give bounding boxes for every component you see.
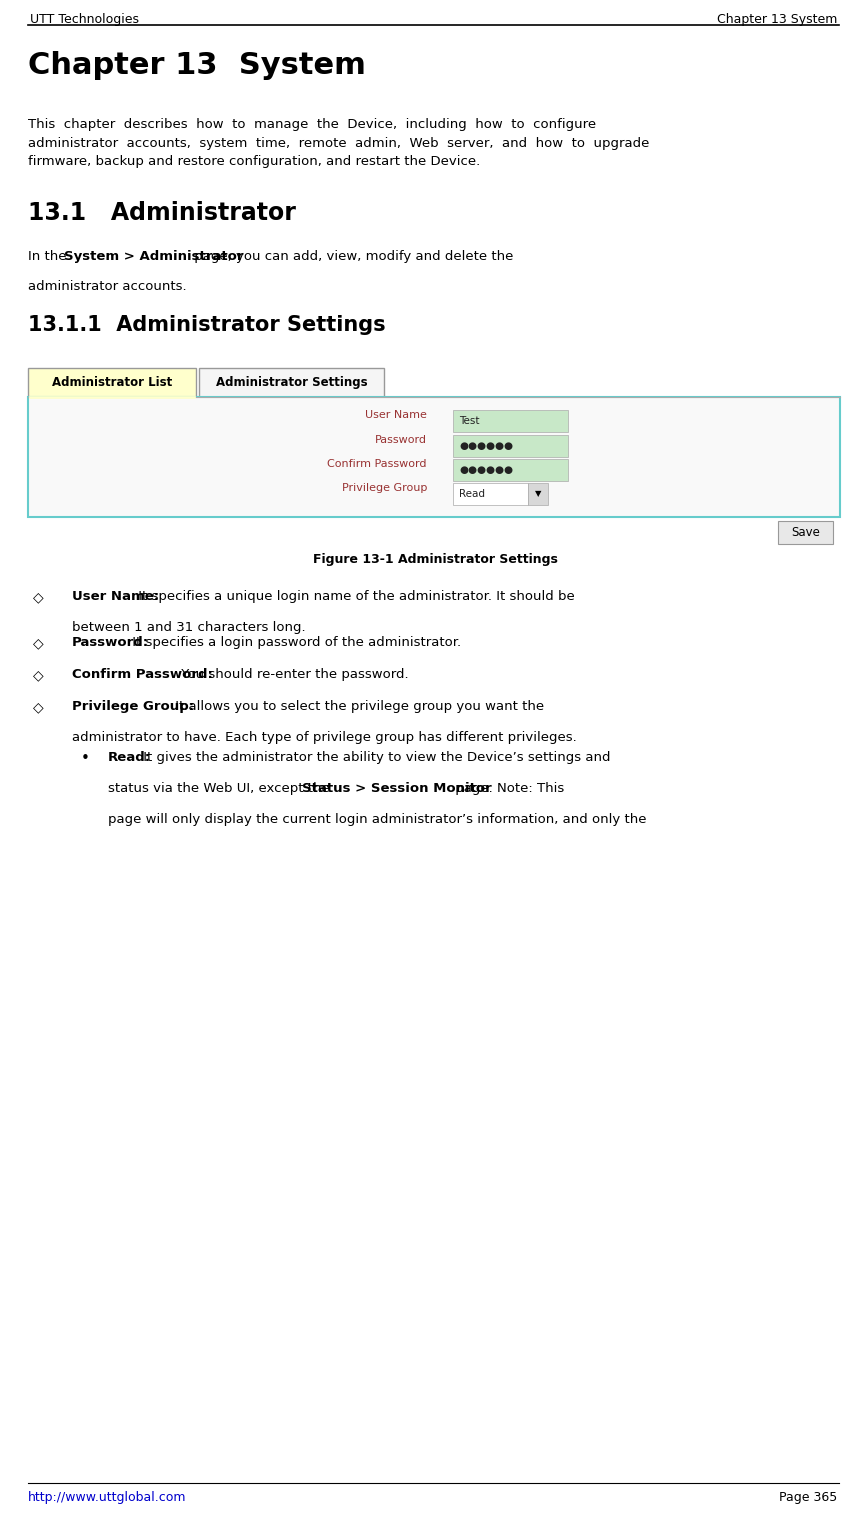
Text: page. Note: This: page. Note: This xyxy=(451,781,564,795)
Text: Privilege Group: Privilege Group xyxy=(342,483,427,493)
FancyBboxPatch shape xyxy=(778,521,833,544)
Text: ◇: ◇ xyxy=(33,669,43,682)
Text: It allows you to select the privilege group you want the: It allows you to select the privilege gr… xyxy=(171,701,544,713)
Text: page will only display the current login administrator’s information, and only t: page will only display the current login… xyxy=(108,813,647,825)
Text: between 1 and 31 characters long.: between 1 and 31 characters long. xyxy=(72,621,306,634)
Text: status via the Web UI, except the: status via the Web UI, except the xyxy=(108,781,334,795)
Text: http://www.uttglobal.com: http://www.uttglobal.com xyxy=(28,1491,186,1505)
Text: ▼: ▼ xyxy=(534,489,541,498)
FancyBboxPatch shape xyxy=(199,369,384,398)
Text: Save: Save xyxy=(791,525,820,539)
Text: Figure 13-1 Administrator Settings: Figure 13-1 Administrator Settings xyxy=(313,553,557,567)
FancyBboxPatch shape xyxy=(453,436,568,457)
Text: administrator to have. Each type of privilege group has different privileges.: administrator to have. Each type of priv… xyxy=(72,731,577,745)
Text: Password: Password xyxy=(375,436,427,445)
Text: Administrator List: Administrator List xyxy=(52,376,173,388)
Text: Privilege Group:: Privilege Group: xyxy=(72,701,194,713)
FancyBboxPatch shape xyxy=(28,398,840,516)
FancyBboxPatch shape xyxy=(528,483,548,506)
Text: It specifies a unique login name of the administrator. It should be: It specifies a unique login name of the … xyxy=(134,589,575,603)
Text: Test: Test xyxy=(459,416,479,426)
Text: Chapter 13 System: Chapter 13 System xyxy=(717,14,837,26)
Text: UTT Technologies: UTT Technologies xyxy=(30,14,139,26)
Text: ◇: ◇ xyxy=(33,637,43,650)
Text: ●●●●●●: ●●●●●● xyxy=(459,442,513,451)
Text: ◇: ◇ xyxy=(33,589,43,605)
Text: page, you can add, view, modify and delete the: page, you can add, view, modify and dele… xyxy=(190,250,513,263)
Text: Password:: Password: xyxy=(72,637,149,649)
Text: System > Administrator: System > Administrator xyxy=(64,250,244,263)
FancyBboxPatch shape xyxy=(453,458,568,481)
Text: 13.1   Administrator: 13.1 Administrator xyxy=(28,201,296,225)
Text: ◇: ◇ xyxy=(33,701,43,714)
Text: Administrator Settings: Administrator Settings xyxy=(216,376,368,388)
Text: ●●●●●●: ●●●●●● xyxy=(459,465,513,475)
Text: Chapter 13  System: Chapter 13 System xyxy=(28,50,366,81)
Text: In the: In the xyxy=(28,250,71,263)
Text: User Name: User Name xyxy=(365,410,427,420)
Text: administrator accounts.: administrator accounts. xyxy=(28,280,186,292)
Text: Confirm Password:: Confirm Password: xyxy=(72,669,213,681)
Text: •: • xyxy=(81,751,89,766)
Text: Status > Session Monitor: Status > Session Monitor xyxy=(302,781,492,795)
FancyBboxPatch shape xyxy=(453,410,568,433)
Text: Page 365: Page 365 xyxy=(779,1491,837,1505)
FancyBboxPatch shape xyxy=(453,483,528,506)
Text: It gives the administrator the ability to view the Device’s settings and: It gives the administrator the ability t… xyxy=(139,751,610,765)
Text: User Name:: User Name: xyxy=(72,589,160,603)
Text: 13.1.1  Administrator Settings: 13.1.1 Administrator Settings xyxy=(28,315,386,335)
FancyBboxPatch shape xyxy=(28,369,196,398)
Text: This  chapter  describes  how  to  manage  the  Device,  including  how  to  con: This chapter describes how to manage the… xyxy=(28,117,649,168)
Text: Read:: Read: xyxy=(108,751,151,765)
Text: It specifies a login password of the administrator.: It specifies a login password of the adm… xyxy=(127,637,461,649)
Text: You should re-enter the password.: You should re-enter the password. xyxy=(178,669,409,681)
Text: Confirm Password: Confirm Password xyxy=(328,458,427,469)
Text: Read: Read xyxy=(459,489,485,500)
